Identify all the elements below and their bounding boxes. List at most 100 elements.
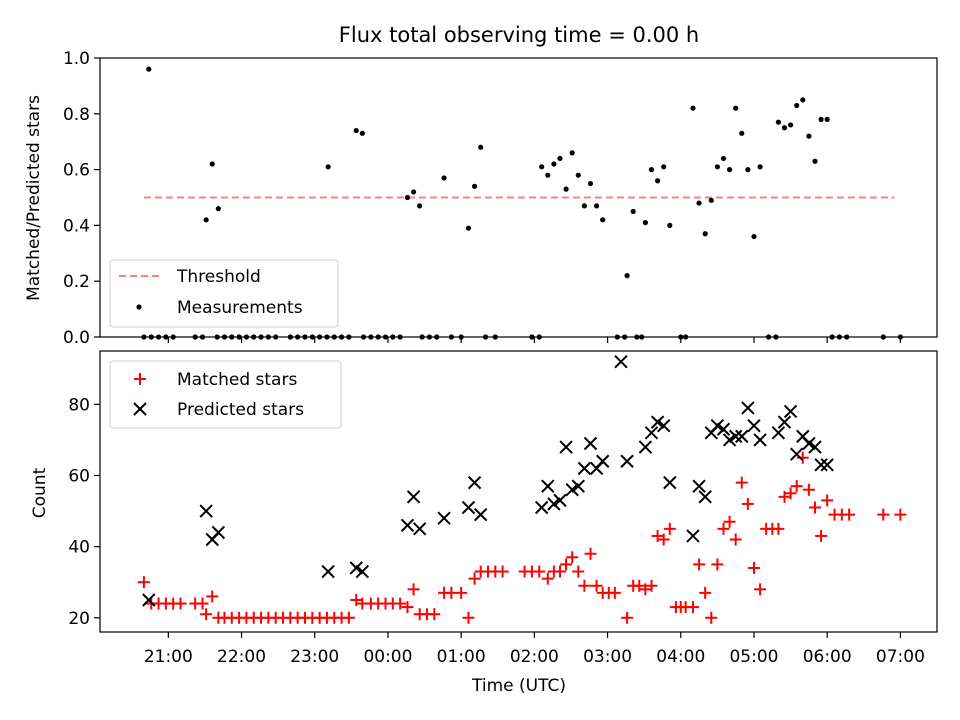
- measurement-point: [781, 125, 788, 131]
- x-tick-label: 01:00: [437, 647, 486, 667]
- measurement-point: [203, 217, 209, 223]
- matched-star-point: [206, 590, 219, 603]
- measurement-point: [359, 130, 365, 136]
- x-tick-label: 22:00: [217, 647, 266, 667]
- predicted-star-point: [553, 493, 567, 508]
- matched-star-point: [633, 579, 646, 592]
- measurement-point: [539, 164, 545, 170]
- predicted-star-point: [461, 500, 476, 515]
- predicted-star-point: [663, 475, 677, 490]
- predicted-star-point: [211, 525, 226, 540]
- matched-star-point: [468, 572, 481, 585]
- measurement-point: [353, 127, 359, 134]
- measurement-point: [465, 225, 472, 231]
- matched-star-point: [645, 579, 658, 592]
- count-y-tick-label: 80: [68, 395, 90, 415]
- matched-star-point: [754, 583, 767, 596]
- measurement-point: [661, 164, 667, 170]
- ratio-legend-box: [109, 259, 339, 328]
- measurement-point: [642, 220, 648, 226]
- matched-star-point: [553, 565, 566, 578]
- matched-star-point: [342, 611, 355, 624]
- matched-star-point: [699, 586, 712, 599]
- predicted-star-point: [735, 429, 749, 444]
- matched-star-point: [590, 579, 603, 592]
- count-y-axis: 20 40 60 80: [68, 395, 100, 629]
- measurement-point: [417, 203, 423, 209]
- ratio-y-tick-label: 0.2: [63, 272, 90, 292]
- x-tick-label: 05:00: [729, 647, 778, 667]
- matched-star-point: [663, 522, 676, 535]
- predicted-star-point: [467, 475, 482, 490]
- count-axes-frame: [99, 350, 938, 633]
- measurement-point: [600, 217, 606, 223]
- threshold-legend-label: Threshold: [176, 267, 261, 287]
- predicted-star-point: [541, 479, 555, 493]
- predicted-star-point: [698, 490, 712, 504]
- measurement-point: [714, 164, 720, 170]
- x-tick-label: 02:00: [510, 647, 559, 667]
- predicted-star-point: [321, 564, 335, 579]
- matched-star-point: [657, 533, 670, 546]
- measurement-point: [630, 208, 636, 215]
- measurement-point: [146, 66, 152, 72]
- predicted-star-point: [710, 418, 725, 433]
- predicted-star-point: [783, 404, 798, 419]
- matched-star-point: [843, 508, 856, 521]
- measurement-point: [404, 194, 411, 201]
- ratio-legend: Threshold Measurements: [109, 259, 339, 328]
- matched-star-point: [533, 565, 546, 578]
- count-y-tick-label: 20: [68, 609, 90, 629]
- predicted-star-point: [747, 418, 761, 433]
- predicted-star-point: [400, 518, 415, 532]
- measurement-point: [824, 116, 830, 122]
- ratio-y-tick-label: 1.0: [63, 49, 90, 69]
- predicted-star-point: [349, 561, 363, 575]
- predicted-star-point: [406, 490, 421, 504]
- measurement-point: [587, 180, 594, 187]
- matched-star-point: [705, 611, 718, 624]
- measurement-point: [818, 116, 824, 122]
- measurement-point: [739, 130, 745, 136]
- measurements-legend-label: Measurements: [177, 298, 303, 318]
- predicted-star-point: [656, 418, 671, 433]
- matched-legend-label: Matched stars: [177, 370, 297, 390]
- predicted-star-point: [614, 354, 628, 369]
- predicted-legend-label: Predicted stars: [177, 400, 304, 420]
- predicted-star-point: [753, 433, 767, 447]
- predicted-star-point: [534, 500, 549, 515]
- predicted-star-point: [577, 461, 592, 476]
- matched-star-point: [741, 497, 754, 510]
- predicted-star-point: [716, 422, 731, 436]
- count-y-tick-label: 40: [68, 538, 90, 558]
- measurements-legend-marker: [136, 304, 142, 310]
- matched-star-point: [462, 611, 475, 624]
- predicted-star-point: [571, 479, 585, 493]
- matched-star-point: [407, 583, 420, 596]
- matched-star-point: [401, 601, 414, 614]
- matched-star-point: [790, 480, 803, 493]
- x-tick-label: 07:00: [876, 647, 925, 667]
- measurement-point: [745, 167, 751, 173]
- matched-star-point: [686, 601, 699, 614]
- matched-star-point: [608, 586, 621, 599]
- predicted-star-point: [820, 458, 834, 472]
- predicted-star-point: [547, 497, 561, 511]
- matched-star-point: [802, 483, 815, 496]
- predicted-star-point: [559, 440, 573, 454]
- predicted-star-point: [142, 593, 156, 607]
- predicted-star-point: [728, 429, 743, 444]
- matched-star-point: [572, 565, 585, 578]
- predicted-star-point: [722, 433, 737, 447]
- measurement-point: [794, 102, 800, 109]
- predicted-star-point: [583, 436, 598, 451]
- ratio-y-tick-label: 0.8: [63, 105, 90, 125]
- measurement-point: [545, 172, 551, 178]
- matched-star-point: [729, 533, 742, 546]
- matched-star-point: [815, 529, 828, 542]
- matched-star-point: [894, 508, 907, 521]
- predicted-star-point: [741, 401, 755, 415]
- count-legend: Matched stars Predicted stars: [109, 360, 342, 429]
- predicted-star-point: [620, 454, 634, 468]
